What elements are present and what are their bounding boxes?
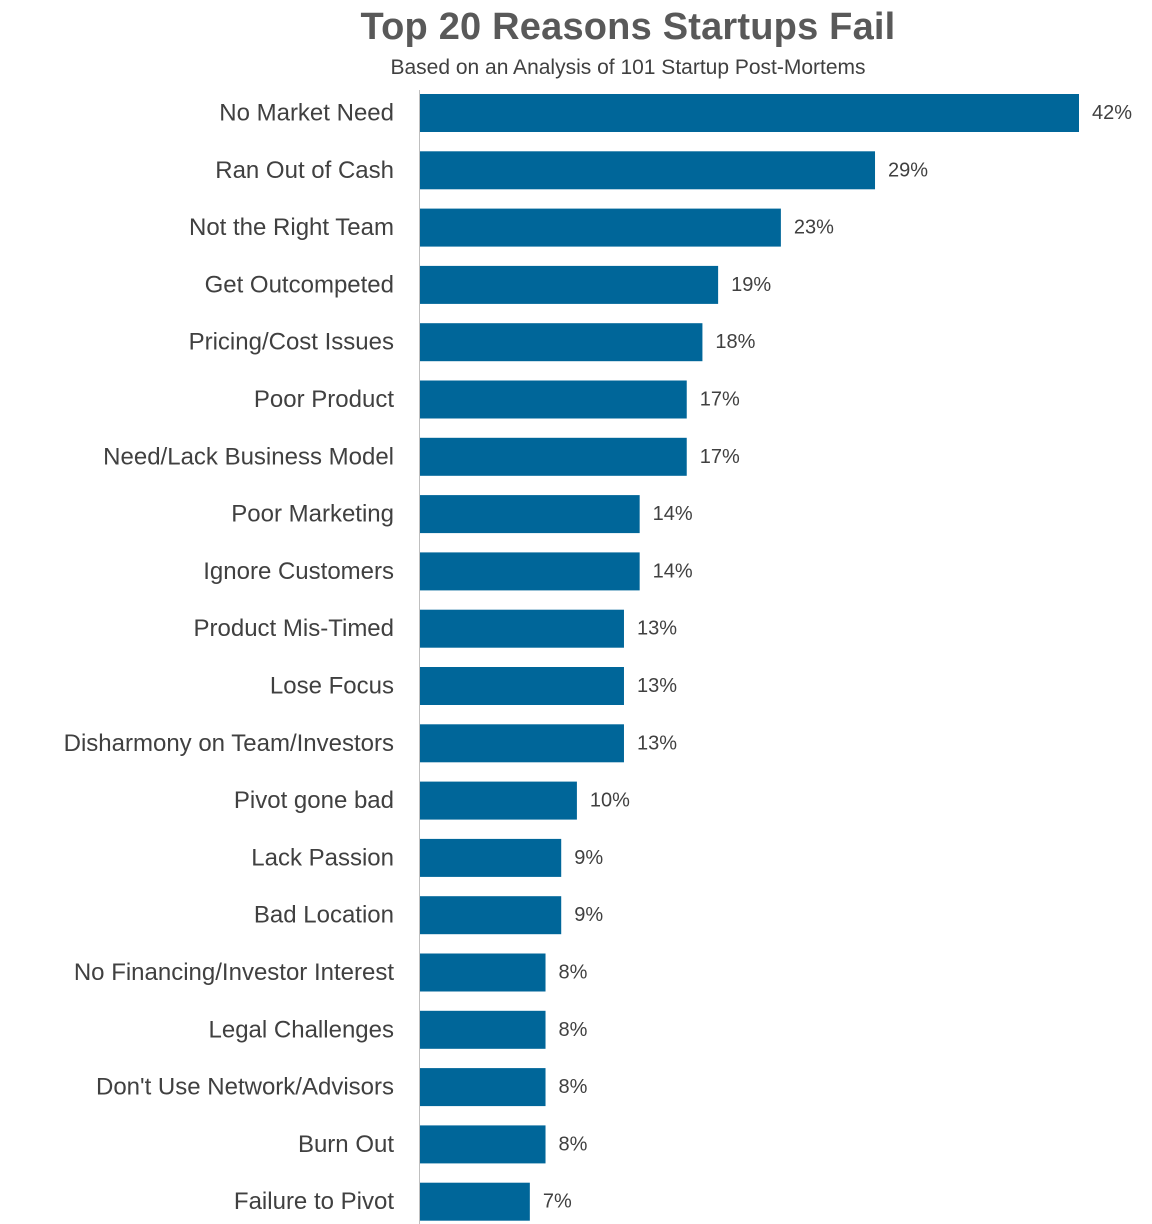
value-label: 8% [559,1019,588,1041]
bar [420,265,719,304]
bar [420,94,1079,132]
value-label: 13% [637,732,677,754]
bar [420,896,562,935]
category-label: Disharmony on Team/Investors [64,730,394,757]
value-label: 18% [715,331,755,353]
value-label: 29% [888,159,928,181]
bar [420,552,640,591]
category-label: Ran Out of Cash [215,157,394,184]
value-label: 13% [637,618,677,640]
category-label: Need/Lack Business Model [103,443,394,470]
bar [420,953,546,992]
value-label: 14% [653,503,693,525]
category-label: Get Outcompeted [205,271,394,298]
category-label: Poor Marketing [231,501,394,528]
bar [420,323,703,362]
bar [420,151,876,190]
bar [420,495,640,534]
value-label: 17% [700,446,740,468]
bar [420,667,624,705]
value-label: 8% [559,1076,588,1098]
value-label: 17% [700,389,740,411]
category-label: Lack Passion [251,844,394,871]
bar [420,1010,546,1049]
bar [420,609,624,648]
value-label: 14% [653,560,693,582]
value-label: 23% [794,217,834,239]
category-label: No Financing/Investor Interest [74,959,394,986]
category-label: Product Mis-Timed [194,615,394,642]
category-label: Lose Focus [270,673,394,700]
bar [420,1068,546,1107]
category-label: Failure to Pivot [234,1188,394,1215]
value-label: 8% [559,1133,588,1155]
value-label: 19% [731,274,771,296]
bar [420,781,577,820]
bar [420,838,562,877]
category-label: Pivot gone bad [234,787,394,814]
category-label: Poor Product [254,386,394,413]
chart-title: Top 20 Reasons Startups Fail [360,6,896,48]
bar [420,1125,546,1164]
value-label: 13% [637,675,677,697]
value-label: 9% [574,904,603,926]
bar [420,437,687,476]
bar [420,724,624,763]
bar [420,208,781,247]
category-label: Legal Challenges [209,1016,394,1043]
value-label: 7% [543,1191,572,1213]
category-label: Pricing/Cost Issues [189,329,394,356]
category-label: Not the Right Team [189,214,394,241]
value-label: 9% [574,847,603,869]
value-label: 8% [559,962,588,984]
value-label: 10% [590,790,630,812]
value-label: 42% [1092,102,1132,124]
category-label: Don't Use Network/Advisors [96,1074,394,1101]
category-label: No Market Need [219,100,394,127]
category-label: Burn Out [298,1131,394,1158]
bar [420,1182,530,1221]
category-label: Bad Location [254,902,394,929]
chart-subtitle: Based on an Analysis of 101 Startup Post… [390,56,866,79]
category-label: Ignore Customers [203,558,394,585]
bar [420,380,687,419]
